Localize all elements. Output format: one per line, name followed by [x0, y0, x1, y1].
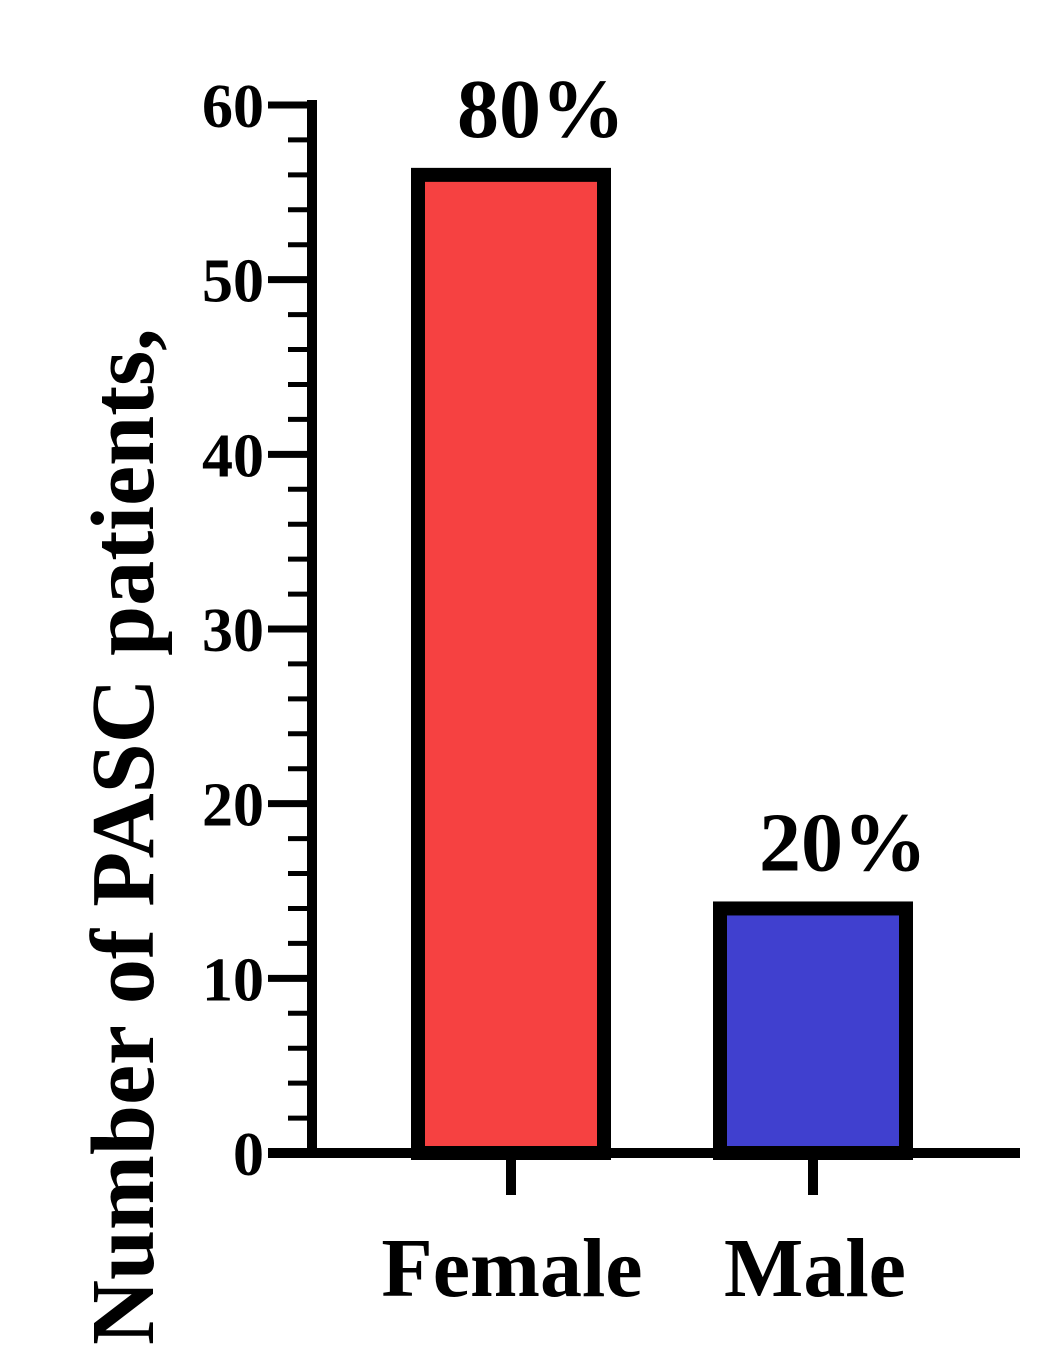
y-tick-label: 0	[233, 1121, 264, 1189]
x-tick-label-female: Female	[381, 1222, 642, 1315]
data-label-male: 20%	[759, 796, 927, 889]
x-tick-label-male: Male	[724, 1222, 906, 1315]
y-tick-label: 50	[202, 248, 264, 316]
y-tick-label: 30	[202, 597, 264, 665]
bar-male	[713, 901, 913, 1161]
data-label-female: 80%	[457, 63, 625, 156]
bar-female	[411, 167, 611, 1161]
y-tick-label: 40	[202, 422, 264, 490]
y-tick-label: 10	[202, 946, 264, 1014]
y-tick-label: 20	[202, 772, 264, 840]
y-ticks: 0 10 20 30 40 50 60	[202, 73, 312, 1189]
x-ticks: Female Male	[381, 1153, 906, 1315]
y-tick-label: 60	[202, 73, 264, 141]
y-axis-title: Number of PASC patients,	[74, 328, 173, 1345]
bars: 80% 20%	[411, 63, 927, 1161]
